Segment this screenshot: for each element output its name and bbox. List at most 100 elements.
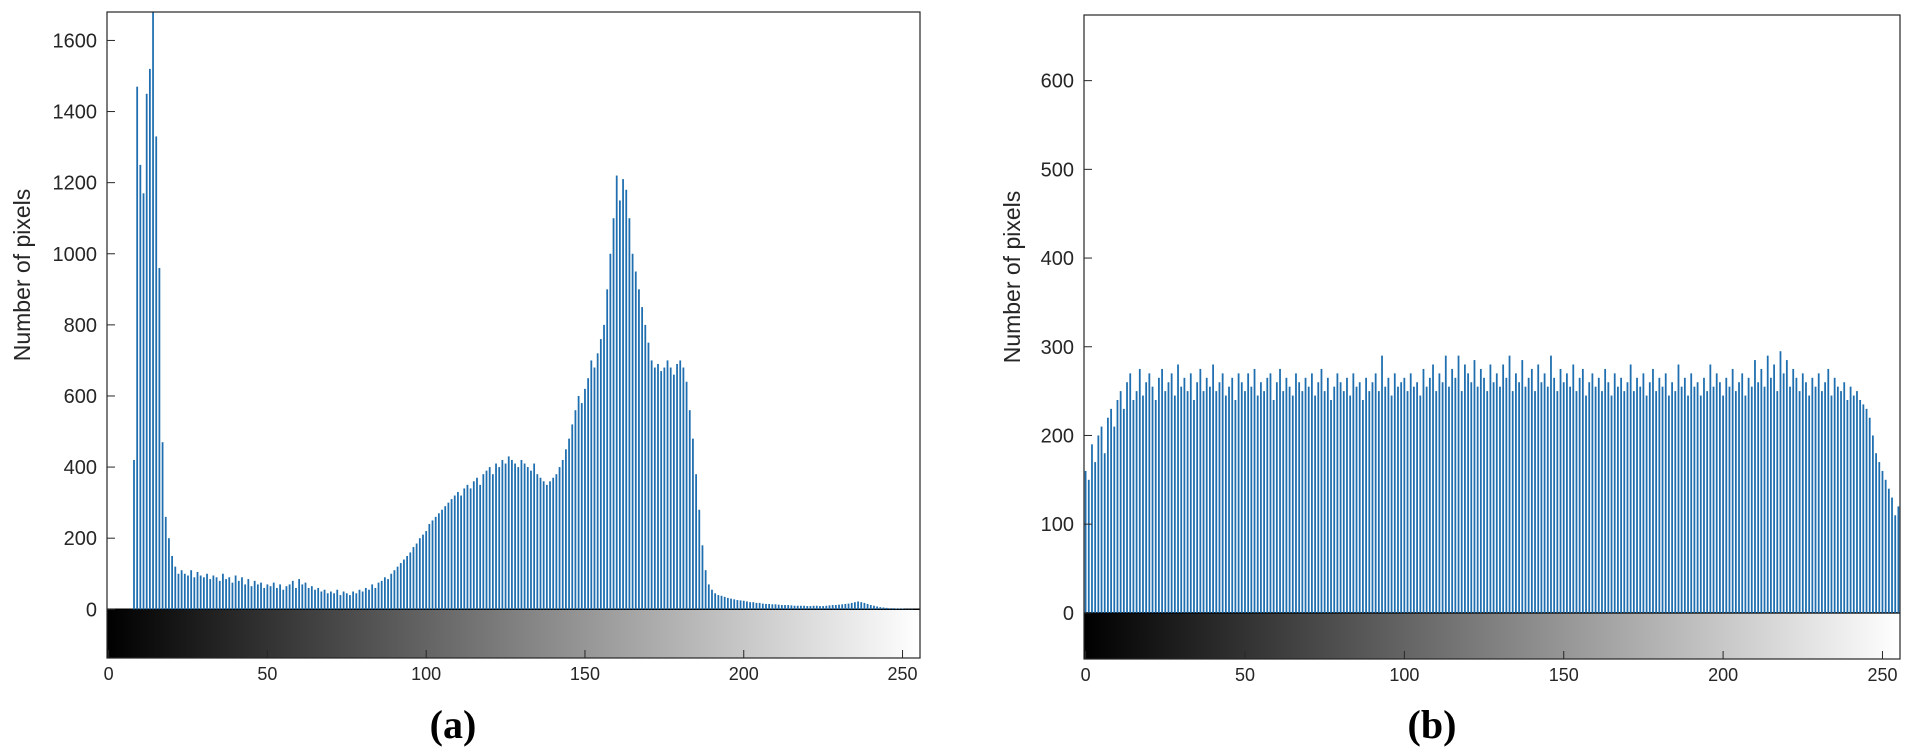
bar (1387, 377, 1390, 613)
bar (368, 589, 370, 610)
bar (1859, 399, 1862, 613)
bar (1868, 417, 1871, 613)
bar (1887, 488, 1890, 613)
bar (612, 218, 615, 610)
bar (876, 606, 879, 610)
bar (641, 307, 644, 610)
bar (825, 605, 828, 610)
bar (1428, 377, 1431, 613)
bar (895, 608, 898, 610)
bar (628, 218, 631, 610)
bar (479, 484, 482, 610)
bar (1849, 386, 1852, 613)
bar (634, 271, 637, 610)
bar (1709, 364, 1712, 613)
bar (1556, 391, 1559, 613)
bar (1269, 373, 1272, 613)
bar (1438, 373, 1441, 613)
bar (377, 582, 380, 610)
bar (1460, 391, 1463, 613)
bar (152, 12, 154, 610)
bar (809, 606, 812, 610)
bar (520, 459, 523, 610)
bar (1247, 373, 1250, 613)
bar (1833, 377, 1836, 613)
bar (1683, 377, 1686, 613)
bar (317, 587, 320, 610)
bar (898, 608, 901, 610)
bar (1524, 386, 1527, 613)
bar (717, 595, 720, 610)
bar (1291, 395, 1294, 613)
y-tick-label: 400 (64, 457, 97, 479)
bar (1263, 391, 1265, 613)
bar (1091, 444, 1093, 613)
bar (1368, 391, 1371, 613)
bar (1279, 368, 1281, 613)
bar (822, 606, 825, 610)
bar (1295, 373, 1297, 613)
bar (860, 602, 863, 610)
bar (466, 484, 469, 610)
bar (1173, 395, 1176, 613)
bar (256, 584, 259, 610)
x-tick-label: 150 (1549, 665, 1579, 685)
bar (387, 579, 389, 610)
bar (606, 289, 609, 610)
bar (1307, 386, 1310, 613)
bar (1486, 391, 1489, 613)
bar (1798, 391, 1801, 613)
bar (676, 363, 678, 610)
bar (685, 381, 688, 610)
plot-area (1084, 351, 1900, 659)
y-tick-label: 500 (1041, 159, 1074, 181)
bar (1483, 377, 1485, 613)
bar (1381, 355, 1383, 613)
bar (1151, 386, 1154, 613)
bar (1530, 368, 1533, 613)
y-tick-label: 600 (1041, 71, 1074, 93)
y-tick-label: 200 (64, 528, 97, 550)
bar (742, 600, 745, 610)
bar (1231, 377, 1234, 613)
bar (1553, 377, 1556, 613)
bar (803, 605, 805, 610)
bar (1728, 386, 1731, 613)
bar (148, 68, 151, 610)
bar (1776, 391, 1779, 613)
bar (1881, 470, 1884, 613)
bar (266, 584, 269, 610)
bar (491, 474, 494, 610)
bar (1846, 399, 1849, 613)
bar (777, 604, 780, 610)
bar (1843, 382, 1846, 613)
bar (463, 488, 466, 610)
y-tick-label: 300 (1041, 337, 1074, 359)
bar (1594, 386, 1597, 613)
bar (1371, 382, 1374, 613)
bar (1508, 355, 1511, 613)
bar (615, 175, 618, 610)
bar (1129, 373, 1132, 613)
bar (1658, 377, 1661, 613)
bar (288, 584, 291, 610)
bar (1416, 382, 1418, 613)
bar (1164, 391, 1167, 613)
bar (1288, 386, 1291, 613)
bar (1811, 377, 1814, 613)
bar (380, 580, 383, 610)
bar (1795, 377, 1798, 613)
bar (285, 586, 288, 610)
y-axis-label: Number of pixels (9, 189, 35, 362)
bar (854, 602, 856, 610)
bar (1215, 391, 1218, 613)
bar (1349, 395, 1352, 613)
bar (660, 371, 663, 610)
bar (1339, 382, 1342, 613)
bar (609, 253, 612, 610)
bar (542, 481, 545, 610)
bar (730, 598, 732, 610)
bar (330, 591, 332, 610)
bar (1792, 368, 1795, 613)
